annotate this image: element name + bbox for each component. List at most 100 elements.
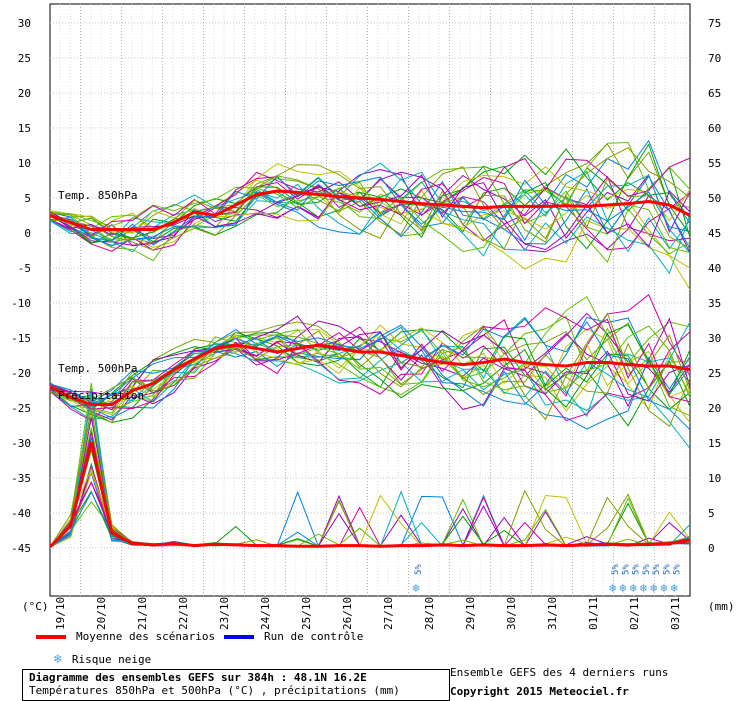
left-tick-label: -5 [18, 262, 31, 275]
member-t500-line [49, 324, 691, 430]
left-tick-label: -40 [11, 507, 31, 520]
member-precip-line [49, 437, 691, 548]
member-t500-line [49, 318, 691, 431]
right-tick-label: 60 [708, 122, 721, 135]
grid [49, 3, 691, 597]
snowflake-icon: ❄ [619, 581, 626, 595]
left-tick-label: -20 [11, 367, 31, 380]
snowflake-icon: ❄ [671, 581, 678, 595]
member-precip-line [49, 449, 691, 548]
legend-mean-swatch [36, 635, 66, 639]
member-t850-line [49, 143, 691, 250]
x-tick-label: 23/10 [218, 597, 231, 630]
precip-label: Précipitation [58, 389, 144, 402]
member-t500-line [49, 331, 691, 422]
snow-risk-label: 5% [642, 564, 652, 575]
snow-risk-label: 5% [621, 564, 631, 575]
member-t500-line [49, 307, 691, 410]
left-axis-unit: (°C) [22, 600, 49, 613]
member-t500-line [49, 328, 691, 412]
x-tick-label: 22/10 [177, 597, 190, 630]
right-tick-label: 5 [708, 507, 715, 520]
right-tick-label: 15 [708, 437, 721, 450]
member-t850-line [49, 157, 691, 237]
member-t850-line [49, 179, 691, 270]
left-tick-label: 30 [18, 17, 31, 30]
member-precip-line [49, 467, 691, 548]
member-t850-line [49, 166, 691, 251]
left-tick-label: -45 [11, 542, 31, 555]
left-tick-label: 25 [18, 52, 31, 65]
legend-control-swatch [224, 635, 254, 639]
snowflake-icon: ❄ [412, 581, 419, 595]
legend-control-label: Run de contrôle [264, 630, 364, 643]
footer-box: Diagramme des ensembles GEFS sur 384h : … [22, 669, 450, 701]
member-t850-line [49, 147, 691, 244]
member-precip-line [49, 471, 691, 548]
x-tick-label: 28/10 [423, 597, 436, 630]
x-tick-label: 24/10 [259, 597, 272, 630]
member-t500-line [49, 325, 691, 414]
footer-subtitle: Températures 850hPa et 500hPa (°C) , pré… [29, 684, 400, 697]
member-t850-line [49, 171, 691, 242]
right-tick-label: 25 [708, 367, 721, 380]
member-t850-line [49, 175, 691, 249]
mean-t500-line [49, 343, 691, 406]
legend-control: Run de contrôle [224, 630, 363, 643]
x-tick-label: 31/10 [546, 597, 559, 630]
snowflake-icon: ❄ [660, 581, 667, 595]
t500-label: Temp. 500hPa [58, 362, 137, 375]
t850-label: Temp. 850hPa [58, 189, 137, 202]
member-t850-line [49, 143, 691, 250]
mean-precip-line [48, 441, 691, 549]
member-t850-line [49, 176, 691, 252]
left-tick-label: 20 [18, 87, 31, 100]
member-t500-line [49, 321, 691, 412]
member-precip-line [49, 465, 691, 548]
member-precip-line [49, 432, 691, 548]
member-t500-line [49, 324, 691, 416]
member-precip-line [49, 427, 691, 548]
member-precip-line [49, 500, 691, 548]
right-tick-label: 10 [708, 472, 721, 485]
right-tick-label: 20 [708, 402, 721, 415]
member-precip-line [49, 393, 691, 548]
left-tick-label: -30 [11, 437, 31, 450]
right-tick-label: 70 [708, 52, 721, 65]
plot-frame [49, 3, 691, 597]
snowflake-icon: ❄ [650, 581, 657, 595]
member-t500-line [49, 316, 691, 419]
x-tick-label: 01/11 [587, 597, 600, 630]
right-tick-label: 75 [708, 17, 721, 30]
x-tick-label: 20/10 [95, 597, 108, 630]
member-t500-line [49, 330, 691, 401]
member-t500-line [49, 327, 691, 424]
snow-risk-label: 5% [652, 564, 662, 575]
right-tick-label: 45 [708, 227, 721, 240]
x-tick-label: 29/10 [464, 597, 477, 630]
copyright: Copyright 2015 Meteociel.fr [450, 685, 629, 698]
member-t850-line [49, 175, 691, 246]
left-tick-label: 0 [24, 227, 31, 240]
legend-mean-label: Moyenne des scénarios [76, 630, 216, 643]
snow-risk-label: 5% [414, 564, 424, 575]
right-tick-label: 30 [708, 332, 721, 345]
x-tick-label: 27/10 [382, 597, 395, 630]
snow-risk-label: 5% [611, 564, 621, 575]
x-tick-label: 26/10 [341, 597, 354, 630]
right-tick-label: 55 [708, 157, 721, 170]
legend-mean: Moyenne des scénarios [36, 630, 215, 643]
member-precip-line [49, 398, 691, 548]
runs-note: Ensemble GEFS des 4 derniers runs [450, 666, 669, 679]
x-tick-label: 21/10 [136, 597, 149, 630]
footer-title: Diagramme des ensembles GEFS sur 384h : … [29, 671, 367, 684]
member-precip-line [49, 388, 691, 548]
member-precip-line [49, 461, 691, 548]
x-tick-label: 19/10 [54, 597, 67, 630]
left-tick-label: -15 [11, 332, 31, 345]
legend-snow-label: Risque neige [71, 653, 152, 666]
left-tick-label: 15 [18, 122, 31, 135]
snowflake-icon: ❄ [640, 581, 647, 595]
left-tick-label: 5 [24, 192, 31, 205]
member-precip-line [49, 470, 691, 548]
